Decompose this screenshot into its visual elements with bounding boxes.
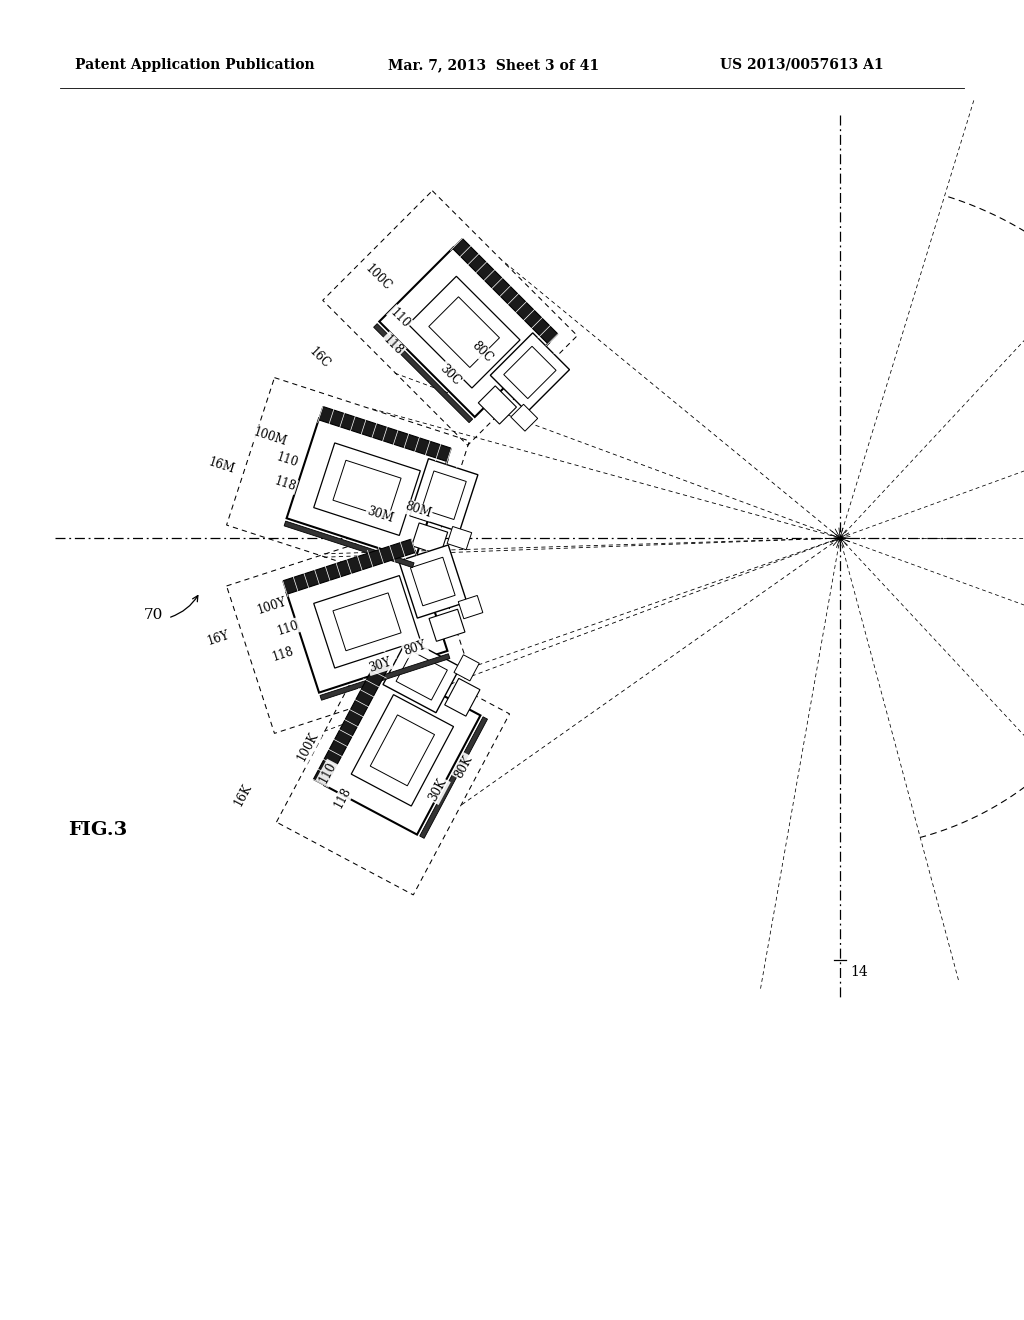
Polygon shape [371,715,434,785]
Text: 16K: 16K [231,781,254,809]
Text: Patent Application Publication: Patent Application Publication [75,58,314,73]
Polygon shape [313,444,420,536]
Text: 118: 118 [272,474,298,494]
Polygon shape [454,655,479,681]
Text: 110: 110 [387,305,413,330]
Text: 110: 110 [274,450,300,470]
Polygon shape [287,418,447,560]
Text: 118: 118 [270,644,296,664]
Text: 100C: 100C [362,263,393,293]
Polygon shape [429,297,500,367]
Polygon shape [412,523,447,554]
Polygon shape [447,527,472,549]
Text: 110: 110 [275,618,301,638]
Polygon shape [422,471,466,520]
Polygon shape [490,333,569,412]
Polygon shape [284,521,414,568]
Polygon shape [325,667,480,834]
Polygon shape [409,276,520,388]
Polygon shape [444,678,480,717]
Polygon shape [283,539,416,594]
Polygon shape [410,458,478,532]
Text: 30M: 30M [366,504,395,525]
Text: 30C: 30C [437,362,463,388]
Text: 16C: 16C [307,345,333,371]
Polygon shape [318,407,452,462]
Polygon shape [287,550,447,693]
Polygon shape [504,346,556,399]
Text: Mar. 7, 2013  Sheet 3 of 41: Mar. 7, 2013 Sheet 3 of 41 [388,58,599,73]
Text: 80C: 80C [469,339,495,366]
Polygon shape [411,557,455,606]
Polygon shape [333,461,401,519]
Text: 118: 118 [381,333,406,358]
Text: 30Y: 30Y [368,655,393,675]
Text: 100M: 100M [252,425,289,449]
Text: 30K: 30K [427,776,450,804]
Polygon shape [453,239,558,343]
Text: US 2013/0057613 A1: US 2013/0057613 A1 [720,58,884,73]
Polygon shape [398,545,467,618]
Text: FIG.3: FIG.3 [68,821,127,840]
Polygon shape [396,651,447,700]
Text: 80K: 80K [453,754,475,780]
Text: 80Y: 80Y [402,639,428,657]
Polygon shape [383,639,461,713]
Polygon shape [459,595,483,619]
Text: 14: 14 [850,965,867,979]
Polygon shape [420,717,487,838]
Polygon shape [478,385,516,424]
Text: 100K: 100K [295,730,322,764]
Text: 16Y: 16Y [205,628,230,648]
Polygon shape [511,404,538,432]
Polygon shape [313,660,389,785]
Text: 80M: 80M [403,500,433,520]
Polygon shape [319,653,450,700]
Text: 70: 70 [143,609,163,622]
Text: 110: 110 [317,760,339,785]
Polygon shape [429,610,465,642]
Text: 16M: 16M [207,455,237,477]
Polygon shape [374,323,473,422]
Polygon shape [379,247,549,417]
Text: 100Y: 100Y [256,595,289,616]
Polygon shape [313,576,420,668]
Polygon shape [351,694,454,807]
Polygon shape [333,593,401,651]
Text: 118: 118 [332,785,354,810]
